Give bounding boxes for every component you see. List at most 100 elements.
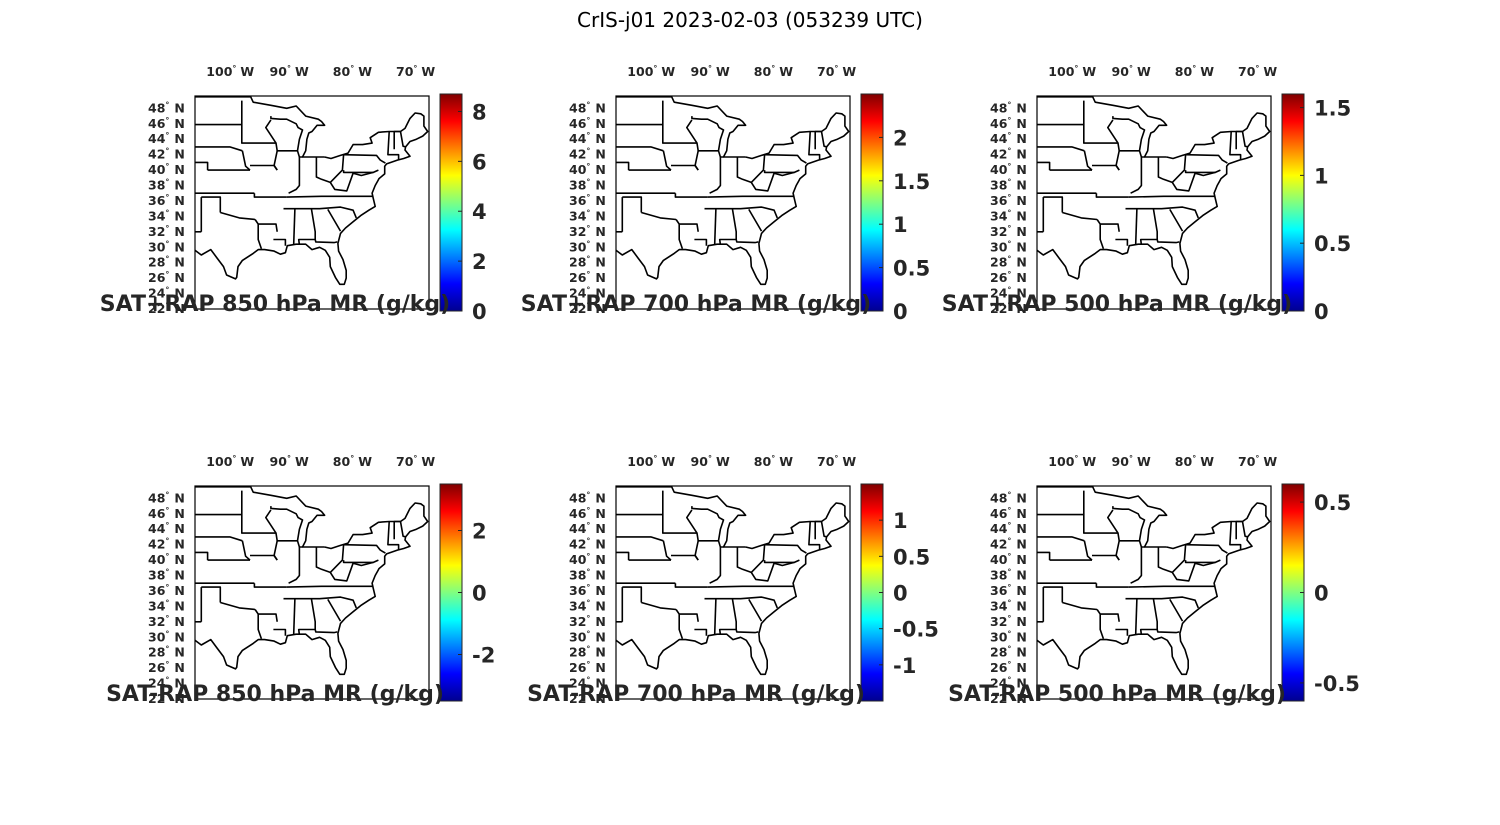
hemisphere-label: N bbox=[1016, 568, 1026, 583]
hemisphere-label: N bbox=[1016, 598, 1026, 613]
map-plot: 100° W 90° W 80° W 70° W48° N46° N44° N42° N40° N38°… bbox=[148, 64, 487, 324]
lon-tick-label: 70° W bbox=[817, 64, 856, 79]
state-boundary bbox=[1083, 150, 1093, 171]
lon-tick-label: 80° W bbox=[333, 64, 372, 79]
lon-tick-label: 100° W bbox=[1048, 454, 1096, 469]
hemisphere-label: N bbox=[595, 583, 605, 598]
state-boundary bbox=[1083, 540, 1093, 561]
lat-tick-label: 48° N bbox=[569, 100, 606, 115]
hemisphere-label: N bbox=[595, 162, 605, 177]
hemisphere-label: W bbox=[716, 454, 730, 469]
state-boundary bbox=[195, 161, 209, 171]
lon-tick-label: 90° W bbox=[1112, 64, 1151, 79]
map-plot: 100° W 90° W 80° W 70° W48° N46° N44° N42° N40° N38°… bbox=[148, 454, 495, 706]
state-boundary bbox=[675, 609, 699, 622]
degree-mark: ° bbox=[1255, 64, 1259, 73]
degree-mark: ° bbox=[1192, 64, 1196, 73]
hemisphere-label: N bbox=[595, 645, 605, 660]
lat-tick-label: 48° N bbox=[990, 490, 1027, 505]
degree-mark: ° bbox=[586, 162, 590, 171]
degree-mark: ° bbox=[708, 454, 712, 463]
degree-mark: ° bbox=[165, 193, 169, 202]
lat-tick-label: 28° N bbox=[569, 645, 606, 660]
degree-mark: ° bbox=[165, 301, 169, 310]
state-boundary bbox=[674, 193, 708, 198]
lat-tick-label: 40° N bbox=[990, 552, 1027, 567]
colorbar bbox=[861, 94, 883, 311]
state-boundary bbox=[704, 596, 779, 609]
state-boundary bbox=[1037, 502, 1271, 676]
hemisphere-label: N bbox=[1016, 131, 1026, 146]
state-boundary bbox=[1134, 208, 1138, 245]
hemisphere-label: N bbox=[174, 506, 184, 521]
degree-mark: ° bbox=[586, 239, 590, 248]
state-boundary bbox=[1099, 614, 1105, 640]
state-boundary bbox=[748, 598, 763, 622]
hemisphere-label: N bbox=[1016, 676, 1026, 691]
state-boundary bbox=[1099, 224, 1105, 250]
hemisphere-label: W bbox=[1137, 454, 1151, 469]
state-boundary bbox=[283, 596, 358, 609]
hemisphere-label: W bbox=[358, 454, 372, 469]
degree-mark: ° bbox=[1129, 64, 1133, 73]
degree-mark: ° bbox=[586, 691, 590, 700]
hemisphere-label: N bbox=[174, 660, 184, 675]
degree-mark: ° bbox=[771, 454, 775, 463]
state-boundary bbox=[329, 171, 374, 192]
hemisphere-label: N bbox=[174, 301, 184, 316]
state-boundary bbox=[1130, 157, 1143, 194]
degree-mark: ° bbox=[1007, 131, 1011, 140]
lon-tick-label: 100° W bbox=[206, 64, 254, 79]
state-boundary bbox=[241, 150, 251, 171]
map-panel: 100° W 90° W 80° W 70° W 48° N 46° N 44° N 42° N 40° N 38°… bbox=[912, 60, 1382, 340]
lat-tick-label: 44° N bbox=[569, 131, 606, 146]
state-boundary bbox=[1107, 119, 1140, 152]
state-boundary bbox=[286, 585, 373, 588]
hemisphere-label: W bbox=[421, 454, 435, 469]
state-boundary bbox=[329, 561, 374, 582]
degree-mark: ° bbox=[586, 552, 590, 561]
state-boundary bbox=[763, 559, 800, 564]
degree-mark: ° bbox=[1007, 301, 1011, 310]
state-boundary bbox=[1229, 521, 1242, 551]
colorbar-tick-label: 0 bbox=[1314, 582, 1329, 606]
state-boundary bbox=[764, 153, 807, 164]
hemisphere-label: N bbox=[174, 270, 184, 285]
hemisphere-label: N bbox=[174, 614, 184, 629]
hemisphere-label: N bbox=[595, 131, 605, 146]
degree-mark: ° bbox=[586, 598, 590, 607]
state-boundary bbox=[735, 239, 759, 244]
state-boundary bbox=[1134, 598, 1138, 635]
degree-mark: ° bbox=[586, 193, 590, 202]
lon-tick-label: 90° W bbox=[691, 64, 730, 79]
state-boundary bbox=[694, 238, 708, 246]
hemisphere-label: W bbox=[1082, 64, 1096, 79]
lat-tick-label: 30° N bbox=[569, 239, 606, 254]
hemisphere-label: W bbox=[240, 454, 254, 469]
colorbar-tick-label: 1.5 bbox=[1314, 97, 1351, 121]
hemisphere-label: W bbox=[1263, 64, 1277, 79]
degree-mark: ° bbox=[1007, 629, 1011, 638]
hemisphere-label: N bbox=[1016, 691, 1026, 706]
hemisphere-label: N bbox=[1016, 239, 1026, 254]
state-boundary bbox=[1169, 598, 1184, 622]
hemisphere-label: N bbox=[1016, 521, 1026, 536]
hemisphere-label: N bbox=[1016, 255, 1026, 270]
lat-tick-label: 28° N bbox=[148, 255, 185, 270]
panel-title: SAT-RAP 850 hPa MR (g/kg) bbox=[106, 682, 444, 707]
lat-tick-label: 38° N bbox=[148, 178, 185, 193]
hemisphere-label: N bbox=[595, 660, 605, 675]
state-boundary bbox=[694, 628, 708, 636]
state-boundary bbox=[1037, 551, 1051, 561]
state-boundary bbox=[286, 195, 373, 198]
state-boundary bbox=[616, 161, 630, 171]
degree-mark: ° bbox=[350, 454, 354, 463]
lon-tick-label: 80° W bbox=[333, 454, 372, 469]
state-boundary bbox=[808, 521, 821, 551]
hemisphere-label: N bbox=[595, 193, 605, 208]
lon-tick-label: 80° W bbox=[1175, 64, 1214, 79]
state-boundary bbox=[1037, 96, 1168, 158]
degree-mark: ° bbox=[586, 506, 590, 515]
degree-mark: ° bbox=[586, 660, 590, 669]
